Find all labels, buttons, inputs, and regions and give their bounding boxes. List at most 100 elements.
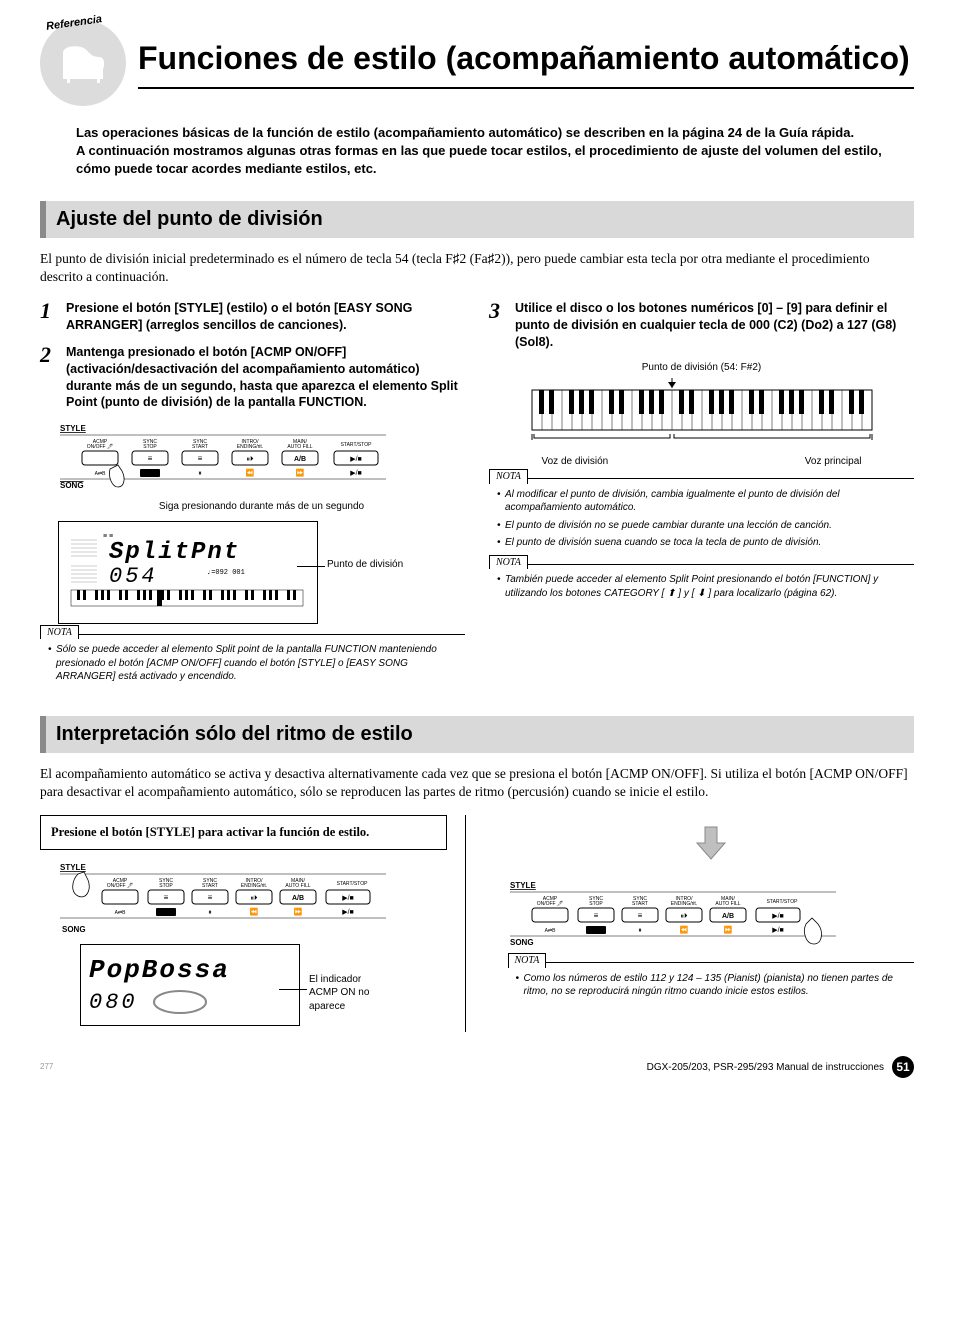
svg-text:ENDING/rit.: ENDING/rit. [241,883,267,889]
lcd-screen-2: PopBossa 080 El indicador ACMP ON no apa… [80,944,300,1027]
nota-label: NOTA [508,953,547,968]
section-heading-split-point: Ajuste del punto de división [40,201,914,238]
manual-title: DGX-205/203, PSR-295/293 Manual de instr… [647,1061,884,1075]
svg-text:STOP: STOP [589,901,603,907]
lcd-screen: ≡ ≡ SplitPnt 054 ♩=092 001 [58,521,318,624]
section2-lead: El acompañamiento automático se activa y… [40,765,914,801]
reference-arc-text: Referencia [45,12,103,35]
step-3-text: Utilice el disco o los botones numéricos… [515,300,914,351]
svg-text:A/B: A/B [292,895,304,902]
svg-text:SONG: SONG [510,938,534,947]
keyboard-caption-top: Punto de división (54: F#2) [522,361,882,375]
svg-text:A⇄B: A⇄B [95,471,107,477]
svg-text:SONG: SONG [60,481,84,490]
svg-text:AUTO FILL: AUTO FILL [287,444,312,450]
style-panel-svg-2: STYLE ACMP ON/OFF 🖊 SYNCSTOP SYNCSTART I… [58,860,388,920]
svg-text:▶/■: ▶/■ [342,895,354,902]
svg-text:⏩: ⏩ [294,907,303,916]
label-style: STYLE [60,424,86,433]
page-header: Referencia Funciones de estilo (acompaña… [40,20,914,106]
svg-text:⏸: ⏸ [198,470,202,477]
style-panel-figure-3: STYLE ACMPON/OFF 🖊 SYNCSTOP SYNCSTART IN… [508,878,915,953]
svg-text:AUTO FILL: AUTO FILL [285,883,310,889]
svg-text:⏪: ⏪ [246,468,255,477]
svg-text:A/B: A/B [294,456,306,463]
section2-left-col: Presione el botón [STYLE] para activar l… [40,815,466,1032]
nota-item: Como los números de estilo 112 y 124 – 1… [516,972,915,999]
nota-label: NOTA [40,625,79,640]
svg-text:ON/OFF 🖊: ON/OFF 🖊 [536,900,563,907]
lcd-line1: PopBossa [89,953,291,988]
svg-text:START: START [632,901,648,907]
svg-text:⏪: ⏪ [679,925,688,934]
svg-text:⏸: ⏸ [208,909,212,916]
svg-text:⏪: ⏪ [250,907,259,916]
split-voice-label: Voz de división [542,455,609,469]
svg-text:⏸: ⏸ [638,927,642,934]
svg-text:⏸⏵: ⏸⏵ [247,456,254,463]
svg-text:A⇄B: A⇄B [544,928,556,934]
svg-text:A/B: A/B [721,913,733,920]
side-print-num: 277 [40,1062,53,1073]
lcd-leader-line [297,566,325,567]
lcd-side-label: Punto de división [327,558,407,572]
svg-text:STYLE: STYLE [60,863,86,872]
svg-text:A⇄B: A⇄B [115,910,127,916]
style-panel-figure: STYLE ACMP ON/OFF 🖊 SYNC STOP SYNC START… [58,421,465,513]
svg-text:ON/OFF 🖊: ON/OFF 🖊 [107,882,134,889]
nota-box-left: NOTA Sólo se puede acceder al elemento S… [40,634,465,684]
lcd-figure-2: PopBossa 080 El indicador ACMP ON no apa… [80,944,447,1027]
page-title: Funciones de estilo (acompañamiento auto… [138,37,914,88]
keyboard-bottom-labels: Voz de división Voz principal [522,455,882,469]
svg-text:♩=092 001: ♩=092 001 [207,569,245,577]
svg-text:≡: ≡ [637,911,642,920]
section2-columns: Presione el botón [STYLE] para activar l… [40,815,914,1032]
style-panel-figure-2: STYLE ACMP ON/OFF 🖊 SYNCSTOP SYNCSTART I… [58,860,447,935]
svg-text:START/STOP: START/STOP [766,899,798,905]
lcd-line2: 080 [89,988,138,1018]
svg-text:⏸⏵: ⏸⏵ [680,913,688,920]
keyboard-split-figure: Punto de división (54: F#2) [522,361,882,469]
step-1: 1 Presione el botón [STYLE] (estilo) o e… [40,300,465,334]
svg-text:▶/■: ▶/■ [772,927,784,934]
svg-text:SplitPnt: SplitPnt [109,539,240,566]
section1-columns: 1 Presione el botón [STYLE] (estilo) o e… [40,300,914,688]
svg-text:▶/■: ▶/■ [350,470,362,477]
step-number: 1 [40,300,58,334]
nota-label: NOTA [489,555,528,570]
acmp-indicator-off-icon [150,988,210,1016]
svg-text:STOP: STOP [143,444,157,450]
nota-box-right-1: NOTA Al modificar el punto de división, … [489,478,914,550]
svg-text:⏩: ⏩ [296,468,305,477]
svg-text:ENDING/rit.: ENDING/rit. [237,444,263,450]
step-2: 2 Mantenga presionado el botón [ACMP ON/… [40,344,465,412]
svg-text:⏸⏵: ⏸⏵ [251,895,259,902]
svg-text:▶/■: ▶/■ [342,909,354,916]
svg-text:START: START [192,444,208,450]
section2-right-col: STYLE ACMPON/OFF 🖊 SYNCSTOP SYNCSTART IN… [490,815,915,1032]
keyboard-svg [522,378,882,448]
step-2-text: Mantenga presionado el botón [ACMP ON/OF… [66,344,465,412]
nota-item: El punto de división suena cuando se toc… [497,536,914,550]
nota-item: Al modificar el punto de división, cambi… [497,488,914,515]
nota-item: El punto de división no se puede cambiar… [497,519,914,533]
acmp-off-label: El indicador ACMP ON no aparece [309,973,389,1014]
label-song: SONG [62,925,447,936]
svg-text:START: START [202,883,218,889]
svg-text:AUTO FILL: AUTO FILL [715,901,740,907]
nota-box-section2: NOTA Como los números de estilo 112 y 12… [508,962,915,999]
step-number: 3 [489,300,507,351]
step-number: 2 [40,344,58,412]
panel-caption: Siga presionando durante más de un segun… [58,500,465,514]
svg-text:START/STOP: START/STOP [337,881,369,887]
lcd-figure: ≡ ≡ SplitPnt 054 ♩=092 001 [58,521,465,624]
section-heading-rhythm-only: Interpretación sólo del ritmo de estilo [40,716,914,753]
nota-item: También puede acceder al elemento Split … [497,573,914,600]
svg-text:054: 054 [109,564,158,589]
arrow-down-icon [508,823,915,868]
svg-text:⏩: ⏩ [723,925,732,934]
style-panel-svg-3: STYLE ACMPON/OFF 🖊 SYNCSTOP SYNCSTART IN… [508,878,838,948]
main-voice-label: Voz principal [805,455,862,469]
style-button-instruction: Presione el botón [STYLE] para activar l… [40,815,447,850]
svg-text:STYLE: STYLE [510,881,536,890]
